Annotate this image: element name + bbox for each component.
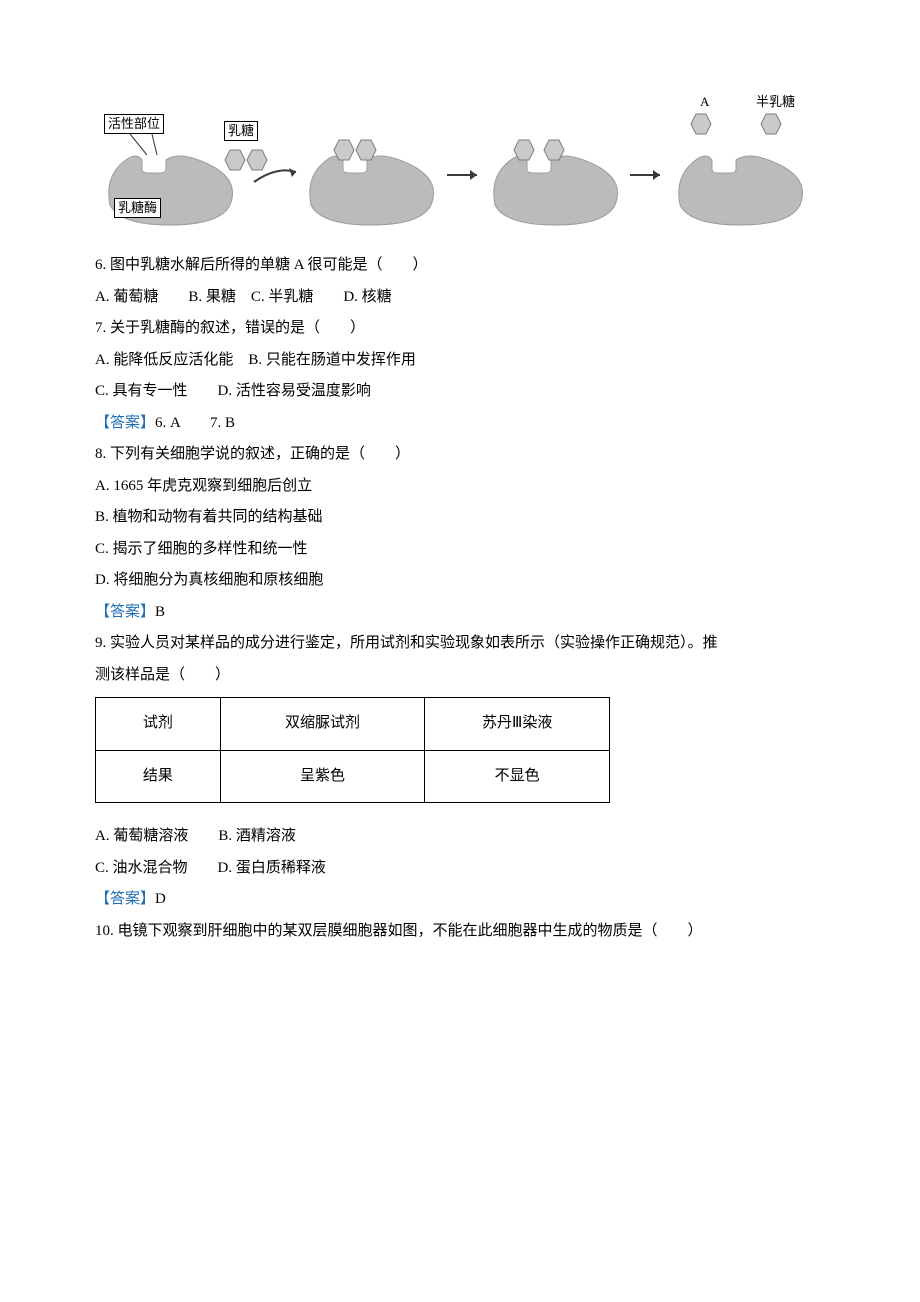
table-row: 结果 呈紫色 不显色 — [96, 750, 610, 803]
cell-sudan: 苏丹Ⅲ染液 — [425, 698, 610, 751]
enzyme-blob-3 — [487, 110, 627, 230]
enzyme-blob-2 — [303, 110, 443, 230]
q8-stem: 8. 下列有关细胞学说的叙述，正确的是（ ） — [95, 439, 825, 471]
q8-opt-c: C. 揭示了细胞的多样性和统一性 — [95, 534, 825, 566]
q9-options-cd: C. 油水混合物 D. 蛋白质稀释液 — [95, 853, 825, 885]
cell-biuret: 双缩脲试剂 — [220, 698, 425, 751]
q8-opt-d: D. 将细胞分为真核细胞和原核细胞 — [95, 565, 825, 597]
cell-reagent-label: 试剂 — [96, 698, 221, 751]
enzyme-blob-4 — [670, 100, 820, 230]
answer-8: 【答案】B — [95, 597, 825, 629]
label-a: A — [700, 94, 709, 110]
answer-text: B — [155, 604, 165, 620]
q8-opt-b: B. 植物和动物有着共同的结构基础 — [95, 502, 825, 534]
arrow-2 — [445, 165, 485, 185]
arrow-3 — [628, 165, 668, 185]
enzyme-diagram: 活性部位 乳糖酶 乳糖 — [95, 100, 825, 230]
enzyme-stage-4: A 半乳糖 — [670, 100, 820, 230]
label-lactose: 乳糖 — [224, 121, 258, 141]
cell-result-label: 结果 — [96, 750, 221, 803]
enzyme-stage-3 — [487, 110, 627, 230]
answer-6-7: 【答案】6. A 7. B — [95, 408, 825, 440]
lactose-substrate — [224, 148, 268, 172]
table-row: 试剂 双缩脲试剂 苏丹Ⅲ染液 — [96, 698, 610, 751]
q9-options-ab: A. 葡萄糖溶液 B. 酒精溶液 — [95, 821, 825, 853]
q6-options: A. 葡萄糖 B. 果糖 C. 半乳糖 D. 核糖 — [95, 282, 825, 314]
cell-purple: 呈紫色 — [220, 750, 425, 803]
label-galactose: 半乳糖 — [756, 94, 795, 110]
cell-nocolor: 不显色 — [425, 750, 610, 803]
label-enzyme-name: 乳糖酶 — [114, 198, 161, 218]
q10-stem: 10. 电镜下观察到肝细胞中的某双层膜细胞器如图，不能在此细胞器中生成的物质是（… — [95, 916, 825, 948]
q7-options-cd: C. 具有专一性 D. 活性容易受温度影响 — [95, 376, 825, 408]
enzyme-stage-1: 活性部位 乳糖酶 乳糖 — [100, 110, 250, 230]
answer-text: D — [155, 891, 166, 907]
q7-options-ab: A. 能降低反应活化能 B. 只能在肠道中发挥作用 — [95, 345, 825, 377]
q7-stem: 7. 关于乳糖酶的叙述，错误的是（ ） — [95, 313, 825, 345]
label-active-site: 活性部位 — [104, 114, 164, 134]
answer-9: 【答案】D — [95, 884, 825, 916]
answer-label: 【答案】 — [95, 415, 155, 431]
answer-label: 【答案】 — [95, 604, 155, 620]
enzyme-stage-2 — [303, 110, 443, 230]
q8-opt-a: A. 1665 年虎克观察到细胞后创立 — [95, 471, 825, 503]
answer-text: 6. A 7. B — [155, 415, 235, 431]
answer-label: 【答案】 — [95, 891, 155, 907]
q9-stem-1: 9. 实验人员对某样品的成分进行鉴定，所用试剂和实验现象如表所示（实验操作正确规… — [95, 628, 825, 660]
q6-stem: 6. 图中乳糖水解后所得的单糖 A 很可能是（ ） — [95, 250, 825, 282]
q9-stem-2: 测该样品是（ ） — [95, 660, 825, 692]
q9-table: 试剂 双缩脲试剂 苏丹Ⅲ染液 结果 呈紫色 不显色 — [95, 697, 610, 803]
